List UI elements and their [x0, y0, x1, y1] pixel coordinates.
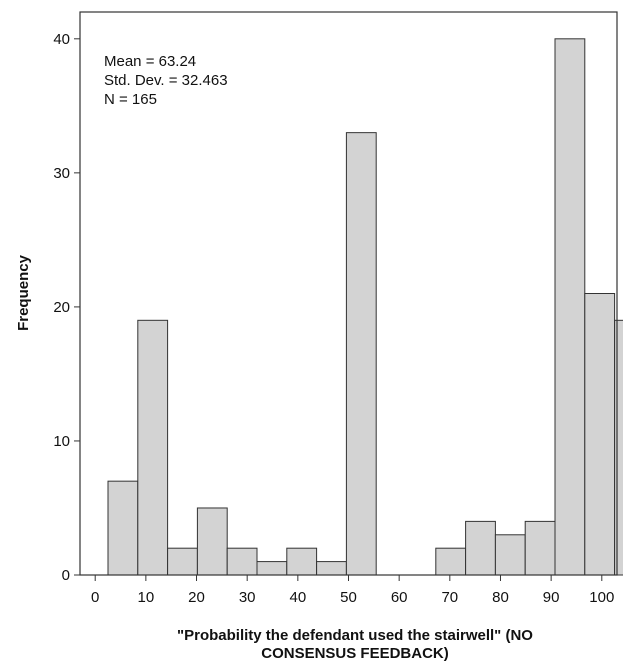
histogram-bar — [316, 561, 347, 576]
y-tick-label: 10 — [53, 433, 70, 450]
x-tick-label: 10 — [138, 589, 155, 606]
x-tick-label: 60 — [391, 589, 408, 606]
bars-layer — [107, 38, 623, 576]
histogram-bar — [167, 547, 198, 576]
histogram-bar — [435, 547, 467, 576]
histogram-bar — [465, 520, 496, 576]
histogram-bar — [256, 561, 288, 576]
histogram-bar — [286, 547, 318, 576]
histogram-bar — [614, 319, 623, 576]
stats-n: N = 165 — [104, 91, 157, 108]
x-tick-label: 100 — [589, 589, 614, 606]
stats-box: Mean = 63.24 Std. Dev. = 32.463 N = 165 — [104, 53, 228, 108]
x-tick-label: 80 — [492, 589, 509, 606]
histogram-bar — [107, 480, 139, 576]
labels-layer: 0 10 20 30 40 0 10 20 30 40 50 60 70 80 90 100 — [53, 31, 614, 606]
histogram-bar — [196, 507, 228, 576]
histogram-bar — [524, 520, 556, 576]
x-tick-label: 50 — [340, 589, 357, 606]
stats-mean: Mean = 63.24 — [104, 53, 196, 70]
y-tick-label: 30 — [53, 165, 70, 182]
axes-layer — [74, 11, 618, 581]
x-tick-label: 70 — [441, 589, 458, 606]
y-axis-title: Frequency — [15, 254, 32, 331]
x-tick-label: 20 — [188, 589, 205, 606]
x-axis-title-line-2: CONSENSUS FEEDBACK) — [261, 645, 449, 662]
histogram-bar — [494, 534, 526, 576]
y-tick-label: 20 — [53, 299, 70, 316]
x-tick-label: 40 — [289, 589, 306, 606]
histogram-bar — [345, 132, 377, 576]
x-tick-label: 0 — [91, 589, 99, 606]
histogram-bar — [137, 319, 169, 576]
stats-std-dev: Std. Dev. = 32.463 — [104, 72, 228, 89]
y-tick-label: 40 — [53, 31, 70, 48]
y-tick-label: 0 — [62, 567, 70, 584]
histogram-bar — [554, 38, 586, 576]
x-tick-label: 30 — [239, 589, 256, 606]
x-axis-title-line-1: "Probability the defendant used the stai… — [177, 627, 533, 644]
x-tick-label: 90 — [543, 589, 560, 606]
histogram-bar — [226, 547, 258, 576]
histogram-bar — [584, 293, 616, 576]
